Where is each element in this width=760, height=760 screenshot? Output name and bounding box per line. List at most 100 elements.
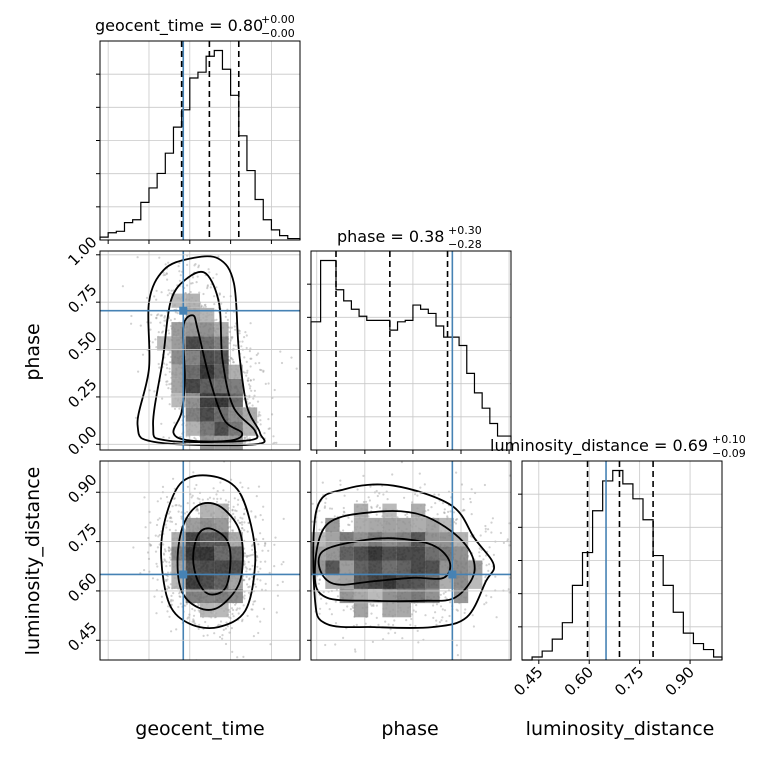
sample-point <box>209 286 212 289</box>
sample-point <box>305 586 307 588</box>
sample-point <box>348 523 351 527</box>
sample-point <box>173 497 176 500</box>
sample-point <box>185 602 188 606</box>
sample-point <box>168 332 171 335</box>
sample-point <box>195 281 198 284</box>
sample-point <box>188 435 191 438</box>
sample-point <box>230 326 233 329</box>
sample-point <box>264 382 267 385</box>
panel-body <box>100 251 300 450</box>
sample-point <box>461 509 464 512</box>
sample-point <box>167 546 170 549</box>
sample-point <box>255 538 258 541</box>
sample-point <box>169 520 172 523</box>
sample-point <box>230 357 233 360</box>
sample-point <box>180 515 183 518</box>
sample-point <box>139 324 142 327</box>
sample-point <box>230 607 234 610</box>
sample-point <box>319 607 322 610</box>
sample-point <box>158 256 161 259</box>
sample-point <box>235 608 238 612</box>
sample-point <box>191 607 194 611</box>
sample-point <box>342 529 345 532</box>
density-cell <box>200 503 215 518</box>
sample-point <box>243 552 246 555</box>
sample-point <box>239 505 241 507</box>
sample-point <box>410 617 413 621</box>
sample-point <box>483 483 486 487</box>
sample-point <box>247 402 250 405</box>
sample-point <box>484 576 487 579</box>
sample-point <box>169 564 172 567</box>
sample-point <box>364 622 367 625</box>
sample-point <box>248 568 251 571</box>
sample-point <box>155 612 158 615</box>
sample-point <box>301 552 303 554</box>
density-cell <box>185 560 200 575</box>
density-cell <box>200 322 215 337</box>
sample-point <box>334 622 338 625</box>
sample-point <box>416 494 419 497</box>
sample-point <box>217 675 219 677</box>
sample-point <box>300 563 302 565</box>
sample-point <box>377 458 379 460</box>
sample-point <box>455 608 458 611</box>
sample-point <box>291 535 293 537</box>
density-cell <box>171 336 186 351</box>
sample-point <box>230 356 233 360</box>
sample-point <box>372 604 375 608</box>
sample-point <box>305 520 307 522</box>
sample-point <box>231 508 234 511</box>
sample-point <box>193 436 196 439</box>
sample-point <box>393 619 396 622</box>
sample-point <box>187 616 190 619</box>
sample-point <box>333 515 336 518</box>
sample-point <box>255 495 258 498</box>
sample-point <box>252 378 255 381</box>
sample-point <box>251 553 254 556</box>
density-cell <box>214 435 229 450</box>
sample-point <box>267 427 270 430</box>
density-cell <box>185 421 200 436</box>
sample-point <box>469 501 472 504</box>
sample-point <box>147 557 151 561</box>
x-tick-label: 0.25 <box>336 663 372 699</box>
y-tick-label: 0.75 <box>64 520 100 556</box>
density-cell <box>228 546 243 561</box>
sample-point <box>157 535 160 538</box>
sample-point <box>248 585 251 588</box>
sample-point <box>409 623 412 627</box>
sample-point <box>391 473 394 476</box>
sample-point <box>508 544 511 547</box>
sample-point <box>269 643 272 646</box>
contour-level <box>172 314 244 443</box>
sample-point <box>231 509 234 512</box>
sample-point <box>166 610 169 613</box>
sample-point <box>259 620 262 623</box>
sample-point <box>280 361 284 365</box>
sample-point <box>318 578 321 581</box>
sample-point <box>392 623 395 627</box>
sample-point <box>320 521 323 524</box>
sample-point <box>375 616 378 620</box>
sample-point <box>276 584 279 587</box>
sample-point <box>243 513 246 516</box>
sample-point <box>164 578 168 581</box>
sample-point <box>164 273 167 276</box>
density-cell <box>214 378 229 394</box>
sample-point <box>264 541 267 545</box>
sample-point <box>414 624 417 628</box>
sample-point <box>256 615 259 618</box>
sample-point <box>291 598 293 600</box>
sample-point <box>163 319 166 322</box>
sample-point <box>292 587 294 589</box>
sample-point <box>238 329 241 333</box>
sample-point <box>508 591 511 594</box>
sample-point <box>275 522 277 524</box>
sample-point <box>268 534 270 536</box>
sample-point <box>249 322 252 325</box>
sample-point <box>478 551 481 554</box>
sample-point <box>243 518 245 520</box>
sample-point <box>153 295 156 298</box>
